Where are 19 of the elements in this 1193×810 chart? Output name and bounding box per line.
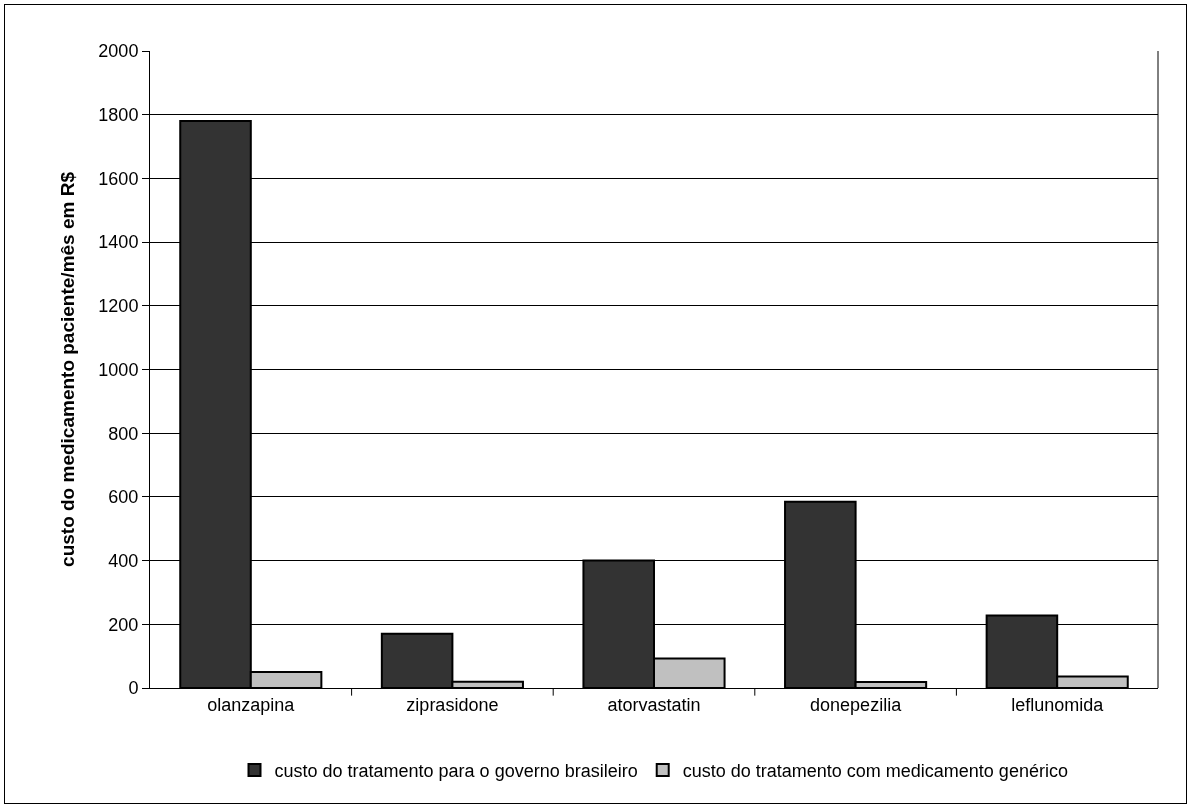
y-tick-label: 0 <box>128 678 139 699</box>
y-tick-label: 800 <box>108 423 139 444</box>
y-tick-label: 200 <box>108 614 139 635</box>
y-tick-label: 1400 <box>98 232 139 253</box>
y-axis-title: custo do medicamento paciente/mês em R$ <box>57 171 79 567</box>
x-tick-label: olanzapina <box>207 694 296 715</box>
y-tick-label: 1000 <box>98 359 139 380</box>
y-tick-label: 1200 <box>98 296 139 317</box>
x-tick-label: ziprasidone <box>406 694 499 715</box>
legend-label: custo do tratamento para o governo brasileiro <box>274 760 638 781</box>
y-tick-label: 1600 <box>98 168 139 189</box>
legend-label: custo do tratamento com medicamento genérico <box>682 760 1068 781</box>
y-tick-label: 1800 <box>98 105 139 125</box>
x-tick-label: leflunomida <box>1011 694 1105 715</box>
y-tick-label: 400 <box>108 550 139 571</box>
x-tick-label: donepezilia <box>810 694 903 715</box>
x-tick-label: atorvastatin <box>607 694 701 715</box>
y-tick-label: 2000 <box>98 41 139 62</box>
y-tick-label: 600 <box>108 487 139 508</box>
